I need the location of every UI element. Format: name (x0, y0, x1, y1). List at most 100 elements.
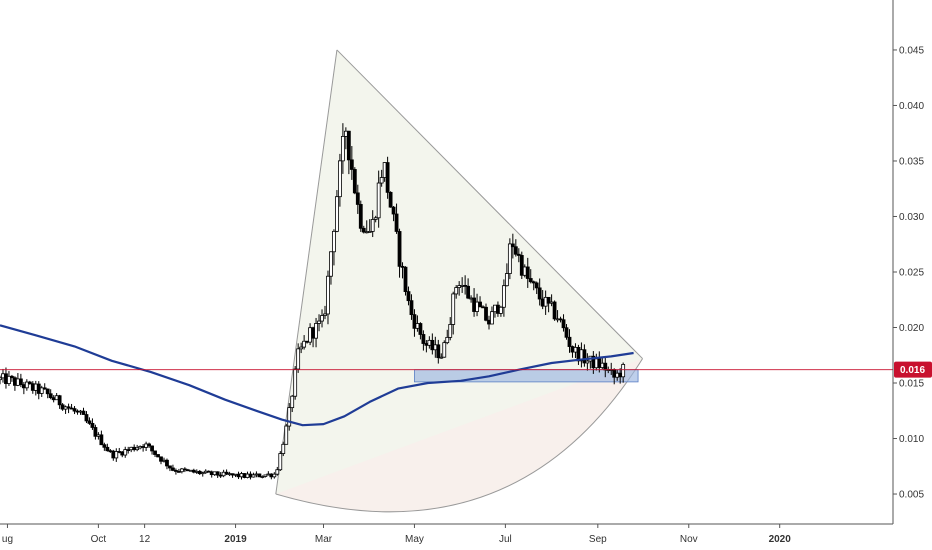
candle (179, 467, 184, 474)
candlestick-series (0, 123, 626, 480)
candle-body-down (391, 206, 396, 215)
candle (490, 306, 494, 325)
candle-body-down (397, 231, 402, 267)
candle-body-down (42, 387, 47, 390)
candle (230, 473, 235, 478)
candle (126, 446, 131, 454)
candle-body-up (278, 453, 283, 471)
candle (33, 380, 38, 396)
candle-body-up (490, 311, 494, 325)
candle-body-up (600, 362, 605, 368)
x-tick-label: 2019 (224, 534, 247, 545)
candle (442, 340, 447, 358)
candle (156, 454, 160, 458)
candle (215, 471, 220, 478)
candle (320, 309, 324, 328)
candle (135, 444, 140, 452)
candle-body-down (224, 471, 229, 475)
candle-body-up (549, 301, 554, 304)
candle (478, 296, 482, 308)
candle-body-down (358, 204, 363, 229)
candle-body-up (290, 395, 295, 409)
candle (218, 472, 223, 478)
candle (1, 368, 5, 383)
candle-body-down (153, 450, 157, 455)
candle-body-up (376, 182, 381, 219)
candle (567, 329, 572, 353)
candle-body-down (388, 191, 393, 208)
candle-body-down (45, 388, 50, 395)
candle-body-up (621, 364, 626, 378)
candle-body-down (406, 291, 411, 302)
y-tick-label: 0.015 (899, 379, 924, 390)
candle (248, 471, 253, 480)
candle-body-up (39, 387, 44, 394)
candle (281, 441, 286, 457)
candle-body-up (340, 136, 345, 162)
candle (379, 169, 384, 187)
candle (454, 285, 459, 299)
candle (585, 353, 590, 371)
candle-body-up (212, 471, 217, 476)
candle (329, 251, 333, 285)
candle-body-down (75, 410, 80, 413)
candle-body-up (367, 231, 372, 233)
candle-body-down (102, 444, 107, 448)
candle-body-down (349, 159, 354, 170)
candle (147, 442, 151, 449)
candle-body-down (69, 407, 74, 410)
candle (385, 156, 390, 199)
candle (501, 279, 506, 317)
x-tick-label: 12 (139, 534, 151, 545)
candle-body-down (84, 414, 89, 422)
candle-body-down (531, 281, 536, 284)
candle-body-up (24, 381, 29, 389)
candle (60, 403, 65, 411)
candle (355, 184, 360, 214)
x-axis-ticks: ug Oct 12 2019 Mar May Jul Sep Nov 2020 (2, 524, 791, 545)
candle-body-up (415, 323, 420, 329)
candle-body-up (96, 434, 101, 437)
candle-body-down (528, 278, 533, 283)
candle (582, 344, 587, 367)
candle-body-down (51, 397, 56, 401)
candle-body-down (197, 470, 202, 475)
candle (499, 305, 503, 317)
candle (99, 430, 104, 446)
candle-body-down (546, 296, 551, 304)
x-tick-label: Sep (589, 534, 607, 545)
candle (317, 314, 321, 332)
candle (24, 379, 29, 391)
candle (421, 330, 426, 351)
candle (484, 303, 488, 322)
candle-body-down (117, 451, 122, 453)
candle-body-down (424, 343, 429, 346)
wedge-upper-edge (336, 49, 643, 359)
candle (466, 278, 471, 300)
candle-body-down (582, 349, 587, 364)
candle (516, 248, 521, 263)
candle (78, 409, 83, 415)
candle-body-up (457, 285, 462, 288)
candle-body-up (445, 336, 450, 344)
candle (66, 403, 71, 414)
y-tick-label: 0.035 (899, 156, 924, 167)
candle (87, 417, 92, 425)
candle-body-down (466, 285, 471, 299)
candle-body-up (504, 273, 509, 287)
candle (251, 472, 256, 478)
candle-body-up (129, 446, 134, 451)
candle (275, 466, 280, 476)
candle (519, 251, 524, 280)
candle-body-up (320, 315, 324, 322)
candle-body-down (141, 446, 146, 448)
candle (346, 130, 351, 175)
candle (272, 472, 277, 479)
candle (69, 403, 74, 410)
candle-body-up (370, 219, 375, 232)
candle (42, 383, 47, 390)
x-tick-label: Jul (499, 534, 512, 545)
candle-body-up (343, 130, 348, 137)
candle (409, 294, 414, 320)
